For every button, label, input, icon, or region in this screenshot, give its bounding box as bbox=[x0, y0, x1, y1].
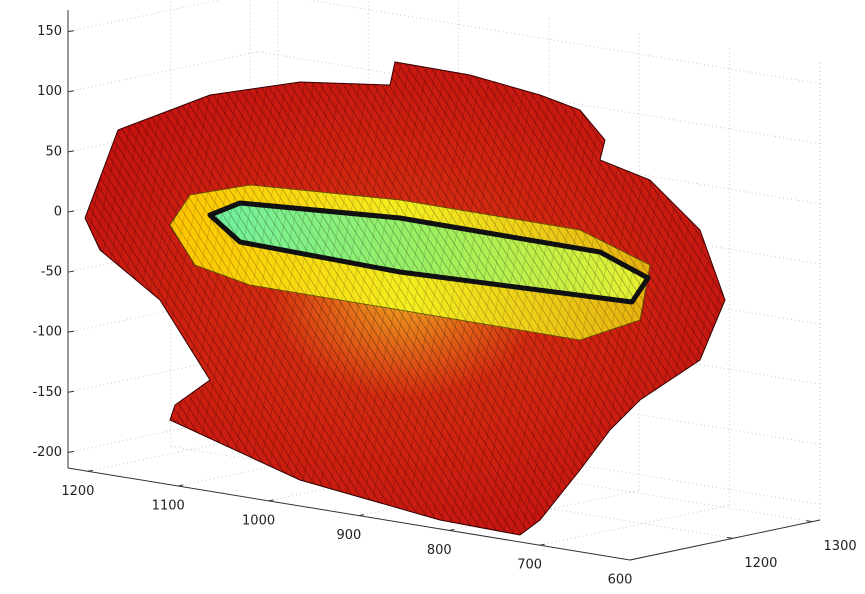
x-tick bbox=[629, 558, 636, 561]
z-grid-line bbox=[67, 0, 221, 33]
z-tick-label: -50 bbox=[41, 265, 62, 280]
y-tick-label: 1200 bbox=[744, 556, 777, 571]
surface bbox=[84, 61, 726, 536]
z-tick-label: 0 bbox=[54, 204, 62, 219]
x-grid-line bbox=[358, 475, 550, 517]
core-mesh bbox=[210, 203, 648, 302]
z-tick bbox=[67, 390, 75, 393]
x-grid-line bbox=[178, 445, 369, 487]
z-tick-label: -150 bbox=[32, 385, 62, 400]
z-tick bbox=[67, 150, 75, 153]
x-tick bbox=[449, 528, 455, 531]
z-grid-line bbox=[67, 111, 259, 153]
x-tick-label: 1200 bbox=[61, 484, 94, 499]
x-tick-label: 800 bbox=[427, 543, 452, 558]
x-tick bbox=[178, 484, 184, 487]
x-tick bbox=[268, 499, 274, 502]
z-tick-label: 150 bbox=[37, 24, 62, 39]
y-tick-label: 1300 bbox=[824, 539, 857, 554]
z-tick bbox=[67, 270, 75, 273]
y-tick bbox=[806, 520, 813, 523]
z-grid-line bbox=[67, 231, 259, 273]
z-grid-line bbox=[306, 0, 821, 85]
z-tick bbox=[67, 210, 75, 213]
z-grid-line bbox=[67, 411, 259, 453]
x-axis bbox=[67, 467, 631, 561]
x-tick-label: 1100 bbox=[152, 499, 185, 514]
x-tick-label: 700 bbox=[517, 558, 542, 573]
x-tick bbox=[539, 543, 545, 546]
x-tick bbox=[358, 514, 365, 517]
z-tick-label: 100 bbox=[37, 84, 62, 99]
z-grid-line bbox=[67, 51, 259, 93]
z-tick-label: -200 bbox=[32, 445, 62, 460]
y-axis bbox=[629, 519, 821, 561]
z-tick-label: 50 bbox=[45, 144, 62, 159]
z-tick-label: -100 bbox=[32, 325, 62, 340]
x-tick-label: 900 bbox=[337, 528, 362, 543]
z-tick bbox=[67, 30, 75, 33]
z-tick bbox=[67, 450, 75, 453]
x-grid-line bbox=[539, 504, 730, 546]
z-grid-line bbox=[67, 291, 259, 333]
z-grid-line bbox=[67, 351, 259, 393]
y-tick bbox=[726, 536, 733, 539]
x-tick-label: 1000 bbox=[242, 513, 275, 528]
axis-layer: 150 100 50 0 -50 -100 -150 -200 1200 1100 1000 900 8… bbox=[32, 10, 857, 588]
x-grid-line bbox=[87, 430, 278, 472]
z-tick bbox=[67, 90, 75, 93]
x-tick-label: 600 bbox=[608, 573, 633, 588]
z-tick bbox=[67, 330, 75, 333]
x-tick bbox=[87, 469, 93, 472]
x-grid-line bbox=[268, 460, 459, 502]
